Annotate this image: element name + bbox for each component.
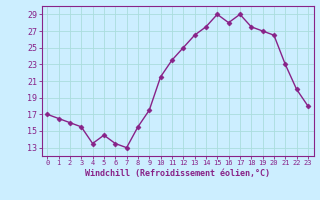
X-axis label: Windchill (Refroidissement éolien,°C): Windchill (Refroidissement éolien,°C) xyxy=(85,169,270,178)
